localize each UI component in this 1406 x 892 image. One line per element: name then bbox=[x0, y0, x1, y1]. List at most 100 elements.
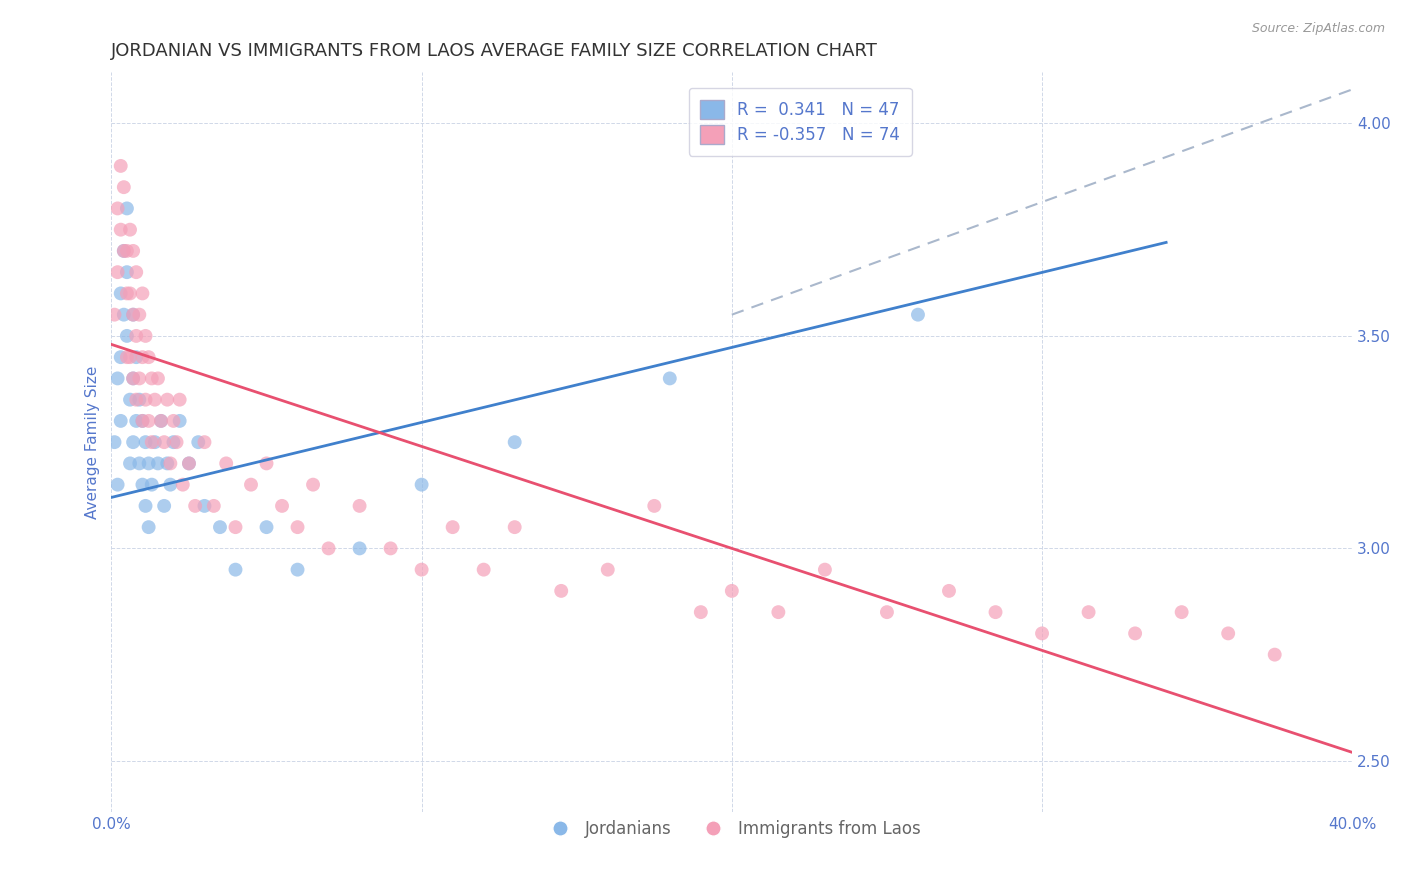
Point bbox=[115, 244, 138, 258]
Point bbox=[215, 457, 238, 471]
Point bbox=[271, 499, 294, 513]
Point bbox=[107, 265, 129, 279]
Point bbox=[240, 477, 263, 491]
Point bbox=[156, 392, 179, 407]
Point bbox=[472, 563, 495, 577]
Point bbox=[107, 371, 129, 385]
Point bbox=[141, 435, 163, 450]
Point bbox=[689, 605, 711, 619]
Point bbox=[110, 222, 132, 236]
Point bbox=[122, 371, 145, 385]
Point bbox=[112, 244, 135, 258]
Point bbox=[131, 350, 153, 364]
Point bbox=[122, 371, 145, 385]
Point bbox=[125, 329, 148, 343]
Point bbox=[1077, 605, 1099, 619]
Point bbox=[224, 520, 246, 534]
Point bbox=[177, 457, 200, 471]
Point bbox=[658, 371, 681, 385]
Point bbox=[110, 286, 132, 301]
Point bbox=[128, 457, 150, 471]
Point bbox=[162, 435, 184, 450]
Point bbox=[143, 392, 166, 407]
Point bbox=[318, 541, 340, 556]
Point bbox=[107, 477, 129, 491]
Point bbox=[503, 435, 526, 450]
Point bbox=[169, 392, 191, 407]
Point bbox=[159, 457, 181, 471]
Point bbox=[380, 541, 402, 556]
Point bbox=[138, 520, 160, 534]
Point bbox=[122, 435, 145, 450]
Point bbox=[115, 265, 138, 279]
Point bbox=[112, 244, 135, 258]
Text: JORDANIAN VS IMMIGRANTS FROM LAOS AVERAGE FAMILY SIZE CORRELATION CHART: JORDANIAN VS IMMIGRANTS FROM LAOS AVERAG… bbox=[111, 42, 879, 60]
Point bbox=[138, 457, 160, 471]
Point bbox=[118, 392, 141, 407]
Point bbox=[550, 583, 572, 598]
Point bbox=[193, 499, 215, 513]
Point bbox=[411, 477, 433, 491]
Point bbox=[141, 371, 163, 385]
Point bbox=[131, 477, 153, 491]
Point bbox=[115, 329, 138, 343]
Point bbox=[122, 308, 145, 322]
Point bbox=[256, 520, 278, 534]
Point bbox=[876, 605, 898, 619]
Point bbox=[907, 308, 929, 322]
Point bbox=[162, 414, 184, 428]
Point bbox=[208, 520, 231, 534]
Point bbox=[103, 308, 125, 322]
Point bbox=[172, 477, 194, 491]
Point bbox=[984, 605, 1007, 619]
Point bbox=[224, 563, 246, 577]
Point bbox=[128, 392, 150, 407]
Point bbox=[135, 329, 157, 343]
Point bbox=[721, 583, 744, 598]
Point bbox=[153, 435, 176, 450]
Point bbox=[103, 435, 125, 450]
Point bbox=[141, 477, 163, 491]
Point bbox=[302, 477, 325, 491]
Point bbox=[193, 435, 215, 450]
Point bbox=[768, 605, 790, 619]
Point bbox=[143, 435, 166, 450]
Point bbox=[118, 222, 141, 236]
Point bbox=[110, 414, 132, 428]
Point bbox=[287, 520, 309, 534]
Point bbox=[159, 477, 181, 491]
Point bbox=[131, 414, 153, 428]
Point bbox=[115, 350, 138, 364]
Point bbox=[1170, 605, 1192, 619]
Point bbox=[256, 457, 278, 471]
Point bbox=[1123, 626, 1146, 640]
Text: Source: ZipAtlas.com: Source: ZipAtlas.com bbox=[1251, 22, 1385, 36]
Point bbox=[156, 457, 179, 471]
Point bbox=[128, 308, 150, 322]
Point bbox=[118, 350, 141, 364]
Point bbox=[112, 308, 135, 322]
Point bbox=[150, 414, 173, 428]
Point bbox=[1218, 626, 1240, 640]
Point bbox=[115, 286, 138, 301]
Point bbox=[938, 583, 960, 598]
Point bbox=[138, 414, 160, 428]
Point bbox=[287, 563, 309, 577]
Point bbox=[177, 457, 200, 471]
Point bbox=[110, 159, 132, 173]
Point bbox=[187, 435, 209, 450]
Point bbox=[1031, 626, 1053, 640]
Point bbox=[135, 435, 157, 450]
Point bbox=[131, 414, 153, 428]
Point bbox=[110, 350, 132, 364]
Point bbox=[115, 202, 138, 216]
Point bbox=[107, 202, 129, 216]
Point bbox=[112, 180, 135, 194]
Point bbox=[135, 392, 157, 407]
Point bbox=[128, 371, 150, 385]
Point bbox=[146, 371, 169, 385]
Point bbox=[125, 414, 148, 428]
Point bbox=[814, 563, 837, 577]
Point bbox=[146, 457, 169, 471]
Point bbox=[150, 414, 173, 428]
